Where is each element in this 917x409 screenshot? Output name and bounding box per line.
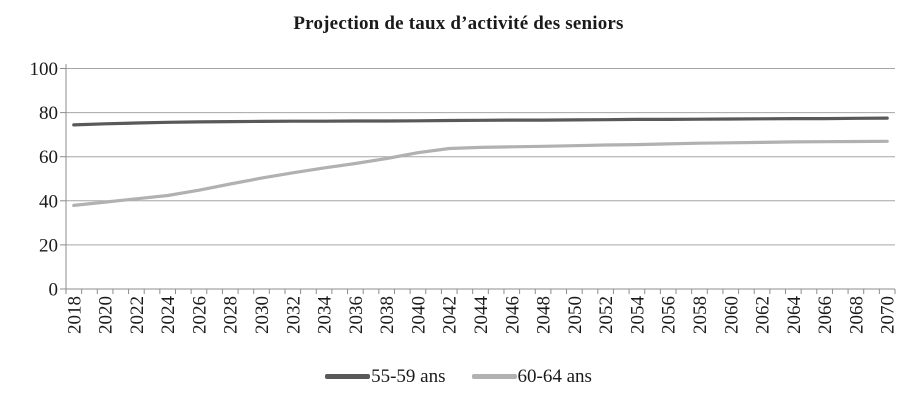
series-line-60-64-ans xyxy=(72,139,889,207)
x-axis-label-2044: 2044 xyxy=(471,296,492,335)
x-axis-label-2048: 2048 xyxy=(534,296,555,334)
x-axis-label-2018: 2018 xyxy=(64,296,85,334)
x-axis-label-2060: 2060 xyxy=(721,296,742,334)
x-axis-label-2038: 2038 xyxy=(377,296,398,334)
x-axis-label-2064: 2064 xyxy=(784,296,805,335)
chart-title: Projection de taux d’activité des senior… xyxy=(293,13,624,34)
series-line-55-59-ans xyxy=(72,116,889,127)
x-axis-label-2054: 2054 xyxy=(627,296,648,335)
y-axis-label-60: 60 xyxy=(39,147,58,168)
x-axis-label-2066: 2066 xyxy=(815,296,836,334)
x-axis-label-2034: 2034 xyxy=(315,296,336,335)
x-axis-label-2022: 2022 xyxy=(127,296,148,334)
legend-line-swatch-55-59 xyxy=(325,374,371,379)
x-axis-label-2042: 2042 xyxy=(440,296,461,334)
x-axis-label-2028: 2028 xyxy=(221,296,242,334)
x-axis-label-2040: 2040 xyxy=(408,296,429,334)
x-axis-label-2026: 2026 xyxy=(189,296,210,334)
y-axis-label-100: 100 xyxy=(30,59,59,80)
x-axis-label-2062: 2062 xyxy=(753,296,774,334)
x-axis-label-2068: 2068 xyxy=(846,296,867,334)
y-axis-label-20: 20 xyxy=(39,235,58,256)
y-axis-label-80: 80 xyxy=(39,103,58,124)
x-axis-label-2036: 2036 xyxy=(346,296,367,334)
legend-label-60-64: 60-64 ans xyxy=(517,366,592,387)
y-axis-label-40: 40 xyxy=(39,191,58,212)
x-axis-label-2070: 2070 xyxy=(878,296,899,334)
x-axis-label-2052: 2052 xyxy=(596,296,617,334)
legend-line-swatch-60-64 xyxy=(471,374,517,379)
x-axis-label-2020: 2020 xyxy=(96,296,117,334)
x-axis-label-2046: 2046 xyxy=(502,296,523,334)
x-axis-label-2050: 2050 xyxy=(565,296,586,334)
x-axis-label-2056: 2056 xyxy=(659,296,680,334)
legend-item-60-64: 60-64 ans xyxy=(471,366,592,387)
legend-label-55-59: 55-59 ans xyxy=(371,366,446,387)
legend-item-55-59: 55-59 ans xyxy=(325,366,446,387)
legend: 55-59 ans 60-64 ans xyxy=(0,367,917,386)
y-axis-label-0: 0 xyxy=(49,280,59,301)
x-axis-label-2030: 2030 xyxy=(252,296,273,334)
x-axis-label-2032: 2032 xyxy=(283,296,304,334)
x-axis-label-2058: 2058 xyxy=(690,296,711,334)
x-axis-label-2024: 2024 xyxy=(158,296,179,335)
